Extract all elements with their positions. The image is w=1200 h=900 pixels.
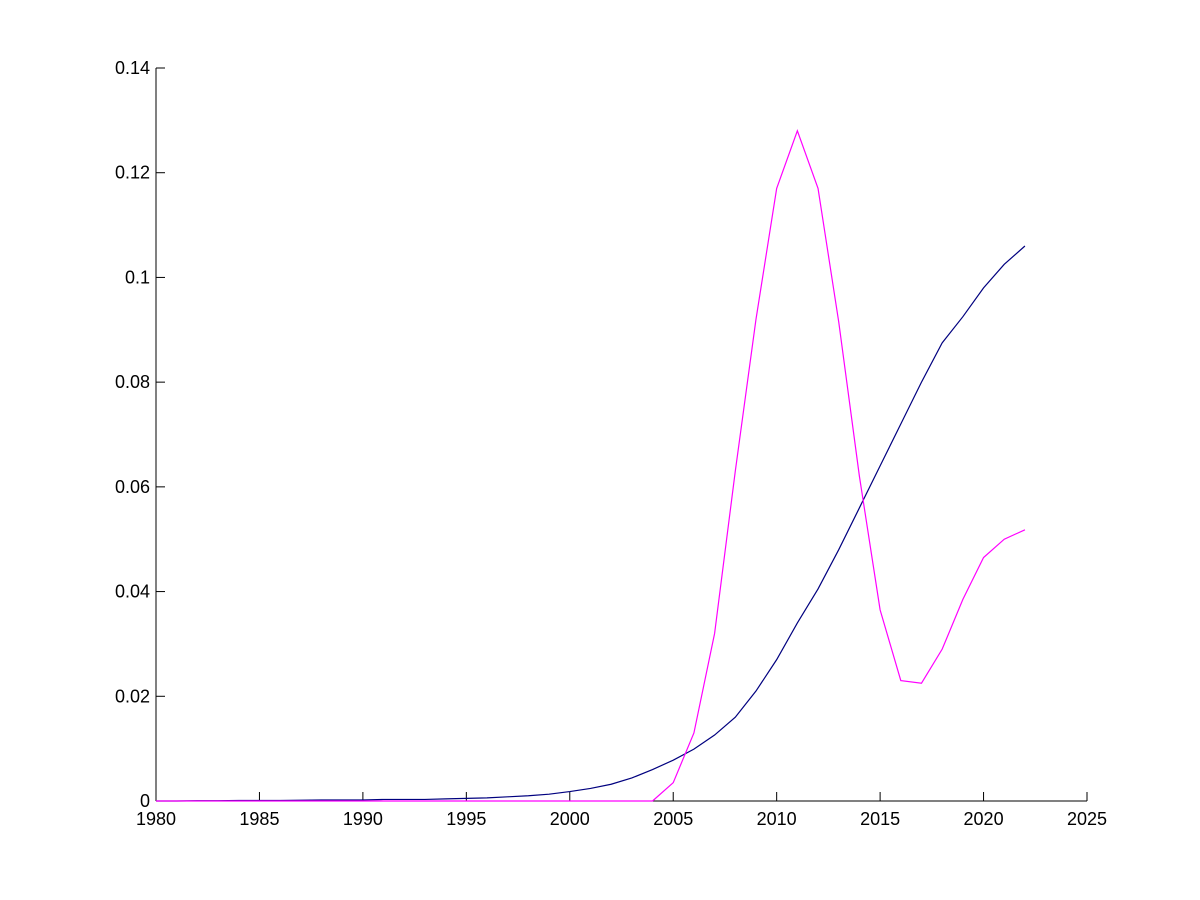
y-tick-label: 0.1 xyxy=(125,267,150,287)
y-tick-label: 0.08 xyxy=(115,372,150,392)
y-tick-label: 0 xyxy=(140,791,150,811)
x-tick-label: 2025 xyxy=(1067,809,1107,829)
x-tick-label: 2000 xyxy=(550,809,590,829)
line-series xyxy=(156,245,1026,802)
y-tick-label: 0.12 xyxy=(115,163,150,183)
y-tick-label: 0.06 xyxy=(115,477,150,497)
x-tick-label: 1985 xyxy=(239,809,279,829)
y-tick-label: 0.14 xyxy=(115,58,150,78)
x-tick-label: 2015 xyxy=(860,809,900,829)
x-tick-label: 2020 xyxy=(964,809,1004,829)
x-tick-label: 2010 xyxy=(757,809,797,829)
x-tick-label: 1990 xyxy=(343,809,383,829)
x-tick-label: 2005 xyxy=(653,809,693,829)
y-tick-label: 0.02 xyxy=(115,686,150,706)
y-tick-label: 0.04 xyxy=(115,582,150,602)
line-series xyxy=(156,129,1026,802)
x-tick-label: 1995 xyxy=(446,809,486,829)
x-tick-label: 1980 xyxy=(136,809,176,829)
